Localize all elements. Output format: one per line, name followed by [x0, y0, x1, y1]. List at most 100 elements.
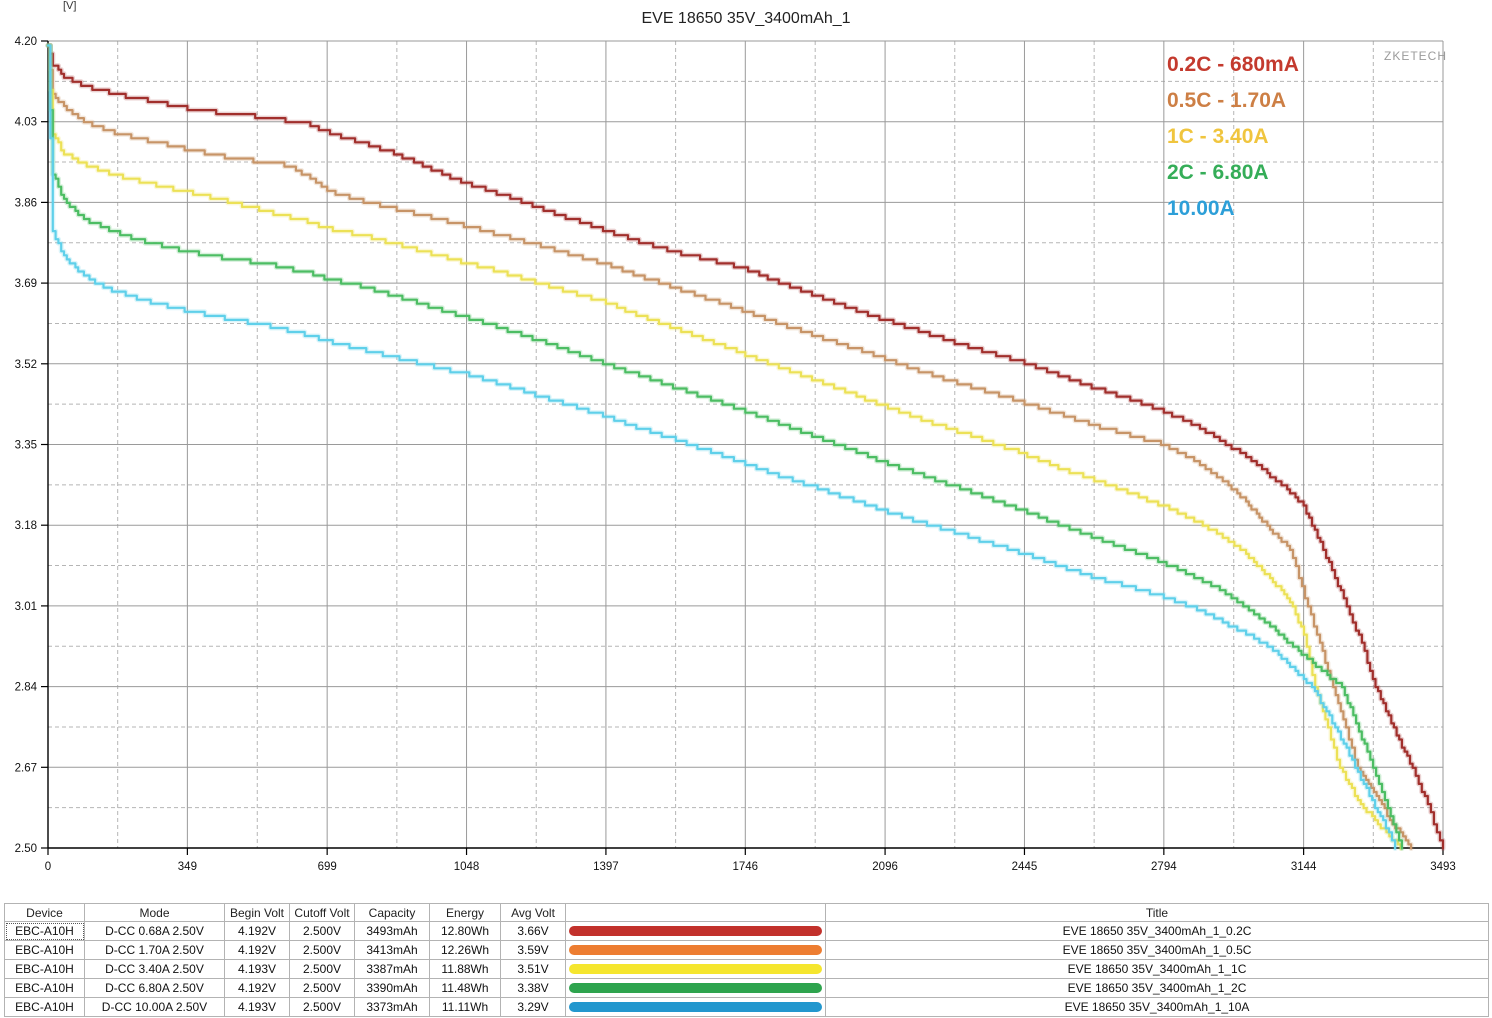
series-color-bar — [569, 983, 822, 993]
series-color-cell[interactable] — [565, 921, 826, 941]
y-tick-label: 3.01 — [15, 601, 37, 613]
avg-volt-cell[interactable]: 3.59V — [500, 940, 566, 960]
capacity-cell[interactable]: 3373mAh — [354, 997, 430, 1017]
title-cell[interactable]: EVE 18650 35V_3400mAh_1_2C — [825, 978, 1489, 998]
capacity-cell[interactable]: 3387mAh — [354, 959, 430, 979]
discharge-curve-4 — [46, 44, 1397, 850]
x-tick-label: 349 — [178, 861, 197, 873]
begin-volt-cell[interactable]: 4.192V — [224, 940, 290, 960]
table-row[interactable]: EBC-A10H D-CC 10.00A 2.50V 4.193V 2.500V… — [4, 997, 1489, 1017]
y-tick-label: 2.84 — [15, 682, 38, 694]
avg-volt-cell[interactable]: 3.29V — [500, 997, 566, 1017]
device-cell[interactable]: EBC-A10H — [4, 959, 85, 979]
legend: 0.2C - 680mA 0.5C - 1.70A 1C - 3.40A 2C - 6… — [1167, 47, 1299, 227]
results-table: Device Mode Begin Volt Cutoff Volt Capacity E… — [4, 903, 1489, 1017]
x-tick-label: 3493 — [1430, 861, 1456, 873]
y-tick-label: 3.69 — [15, 278, 37, 290]
avg-volt-cell[interactable]: 3.66V — [500, 921, 566, 941]
table-header-title: Title — [825, 903, 1489, 922]
y-axis-unit-label: [V] — [63, 0, 77, 12]
mode-cell[interactable]: D-CC 10.00A 2.50V — [84, 997, 225, 1017]
capacity-cell[interactable]: 3493mAh — [354, 921, 430, 941]
cutoff-volt-cell[interactable]: 2.500V — [289, 959, 355, 979]
table-header-row: Device Mode Begin Volt Cutoff Volt Capacity E… — [4, 903, 1489, 922]
x-tick-label: 2445 — [1012, 861, 1038, 873]
device-cell[interactable]: EBC-A10H — [4, 921, 85, 941]
discharge-curve-3 — [46, 44, 1403, 850]
x-tick-label: 0 — [45, 861, 51, 873]
x-tick-label: 699 — [318, 861, 337, 873]
mode-cell[interactable]: D-CC 1.70A 2.50V — [84, 940, 225, 960]
energy-cell[interactable]: 12.26Wh — [429, 940, 501, 960]
table-header-mode: Mode — [84, 903, 225, 922]
cutoff-volt-cell[interactable]: 2.500V — [289, 978, 355, 998]
cutoff-volt-cell[interactable]: 2.500V — [289, 921, 355, 941]
legend-item-3: 2C - 6.80A — [1167, 161, 1269, 184]
table-row[interactable]: EBC-A10H D-CC 1.70A 2.50V 4.192V 2.500V … — [4, 940, 1489, 960]
discharge-curve-1 — [46, 44, 1413, 850]
title-cell[interactable]: EVE 18650 35V_3400mAh_1_10A — [825, 997, 1489, 1017]
device-cell[interactable]: EBC-A10H — [4, 978, 85, 998]
begin-volt-cell[interactable]: 4.193V — [224, 959, 290, 979]
table-header-avg-volt: Avg Volt — [500, 903, 566, 922]
series-color-bar — [569, 945, 822, 955]
y-tick-label: 4.20 — [15, 36, 37, 48]
energy-cell[interactable]: 12.80Wh — [429, 921, 501, 941]
title-cell[interactable]: EVE 18650 35V_3400mAh_1_0.5C — [825, 940, 1489, 960]
series-color-cell[interactable] — [565, 940, 826, 960]
cutoff-volt-cell[interactable]: 2.500V — [289, 997, 355, 1017]
device-cell[interactable]: EBC-A10H — [4, 940, 85, 960]
y-tick-label: 2.50 — [15, 843, 37, 855]
series-color-bar — [569, 926, 822, 936]
begin-volt-cell[interactable]: 4.192V — [224, 921, 290, 941]
legend-item-4: 10.00A — [1167, 197, 1235, 220]
energy-cell[interactable]: 11.11Wh — [429, 997, 501, 1017]
mode-cell[interactable]: D-CC 3.40A 2.50V — [84, 959, 225, 979]
x-tick-label: 2794 — [1151, 861, 1177, 873]
table-row[interactable]: EBC-A10H D-CC 0.68A 2.50V 4.192V 2.500V … — [4, 921, 1489, 941]
discharge-chart: 4.20 4.03 3.86 3.69 3.52 3.35 3.18 3.01 2.84 2.67… — [15, 36, 1456, 873]
legend-item-0: 0.2C - 680mA — [1167, 53, 1299, 76]
table-row[interactable]: EBC-A10H D-CC 6.80A 2.50V 4.192V 2.500V … — [4, 978, 1489, 998]
series-color-bar — [569, 1002, 822, 1012]
capacity-cell[interactable]: 3390mAh — [354, 978, 430, 998]
capacity-cell[interactable]: 3413mAh — [354, 940, 430, 960]
x-tick-label: 2096 — [872, 861, 898, 873]
avg-volt-cell[interactable]: 3.51V — [500, 959, 566, 979]
title-cell[interactable]: EVE 18650 35V_3400mAh_1_1C — [825, 959, 1489, 979]
series-color-cell[interactable] — [565, 959, 826, 979]
discharge-curve-0 — [46, 44, 1445, 850]
table-header-capacity: Capacity — [354, 903, 430, 922]
device-cell[interactable]: EBC-A10H — [4, 997, 85, 1017]
y-tick-label: 4.03 — [15, 117, 37, 129]
energy-cell[interactable]: 11.48Wh — [429, 978, 501, 998]
table-row[interactable]: EBC-A10H D-CC 3.40A 2.50V 4.193V 2.500V … — [4, 959, 1489, 979]
results-panel: Device Mode Begin Volt Cutoff Volt Capacity E… — [4, 903, 1489, 1017]
y-tick-label: 3.86 — [15, 197, 37, 209]
x-tick-label: 1397 — [593, 861, 619, 873]
series-color-bar — [569, 964, 822, 974]
y-tick-label: 3.52 — [15, 359, 37, 371]
x-tick-label: 1048 — [454, 861, 480, 873]
table-header-begin-volt: Begin Volt — [224, 903, 290, 922]
y-tick-label: 3.18 — [15, 520, 37, 532]
series-color-cell[interactable] — [565, 997, 826, 1017]
table-header-device: Device — [4, 903, 85, 922]
series-color-cell[interactable] — [565, 978, 826, 998]
table-header-color — [565, 903, 826, 922]
energy-cell[interactable]: 11.88Wh — [429, 959, 501, 979]
begin-volt-cell[interactable]: 4.193V — [224, 997, 290, 1017]
title-cell[interactable]: EVE 18650 35V_3400mAh_1_0.2C — [825, 921, 1489, 941]
y-tick-label: 3.35 — [15, 440, 37, 452]
zketech-watermark: ZKETECH — [1384, 49, 1448, 63]
legend-item-1: 0.5C - 1.70A — [1167, 89, 1287, 112]
mode-cell[interactable]: D-CC 0.68A 2.50V — [84, 921, 225, 941]
avg-volt-cell[interactable]: 3.38V — [500, 978, 566, 998]
legend-item-2: 1C - 3.40A — [1167, 125, 1269, 148]
cutoff-volt-cell[interactable]: 2.500V — [289, 940, 355, 960]
x-tick-label: 3144 — [1291, 861, 1317, 873]
begin-volt-cell[interactable]: 4.192V — [224, 978, 290, 998]
table-header-cutoff-volt: Cutoff Volt — [289, 903, 355, 922]
mode-cell[interactable]: D-CC 6.80A 2.50V — [84, 978, 225, 998]
y-tick-label: 2.67 — [15, 762, 37, 774]
